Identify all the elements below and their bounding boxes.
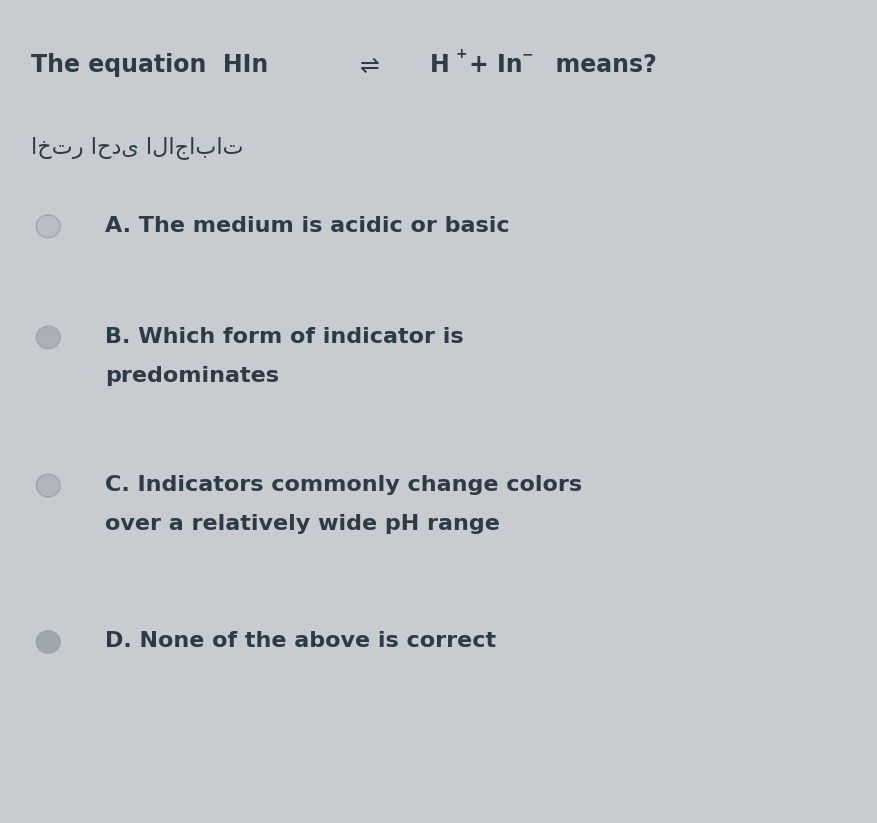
Text: −: − — [522, 47, 533, 61]
Text: + In: + In — [469, 53, 523, 77]
Text: means?: means? — [539, 53, 657, 77]
Text: A. The medium is acidic or basic: A. The medium is acidic or basic — [105, 216, 510, 235]
Circle shape — [36, 630, 61, 653]
Text: predominates: predominates — [105, 366, 279, 386]
Text: ⇌: ⇌ — [360, 53, 380, 77]
Circle shape — [36, 326, 61, 349]
Text: D. None of the above is correct: D. None of the above is correct — [105, 631, 496, 651]
Text: B. Which form of indicator is: B. Which form of indicator is — [105, 327, 464, 346]
Text: The equation  HIn: The equation HIn — [31, 53, 268, 77]
Text: +: + — [455, 47, 467, 61]
Text: H: H — [430, 53, 450, 77]
Circle shape — [36, 474, 61, 497]
Text: C. Indicators commonly change colors: C. Indicators commonly change colors — [105, 475, 582, 495]
Circle shape — [36, 215, 61, 238]
Text: over a relatively wide pH range: over a relatively wide pH range — [105, 514, 500, 534]
Text: اختر احدى الاجابات: اختر احدى الاجابات — [31, 136, 243, 159]
